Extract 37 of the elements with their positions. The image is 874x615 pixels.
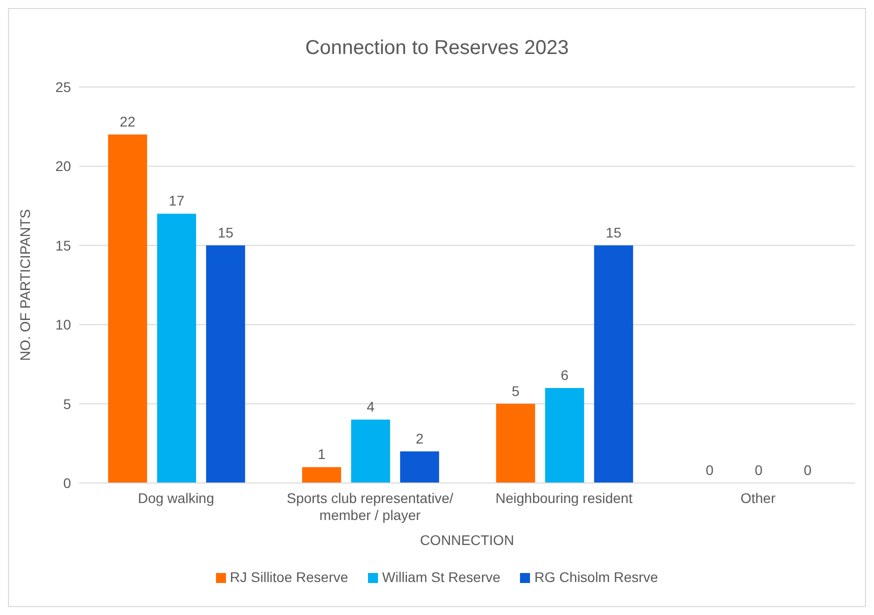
legend-label: RJ Sillitoe Reserve — [230, 569, 348, 585]
x-tick-label: Neighbouring resident — [496, 490, 633, 506]
data-label: 15 — [606, 224, 622, 240]
data-label: 2 — [416, 430, 424, 446]
x-tick-label: Sports club representative/ member / player — [286, 490, 454, 523]
bar — [206, 245, 246, 483]
data-label: 0 — [804, 462, 812, 478]
bar — [545, 388, 584, 483]
y-tick-label: 5 — [63, 396, 72, 412]
data-label: 0 — [754, 462, 763, 478]
x-axis-title: CONNECTION — [420, 532, 514, 548]
data-label: 15 — [218, 224, 234, 240]
y-axis-title: NO. OF PARTICIPANTS — [16, 209, 33, 361]
y-tick-label: 20 — [55, 158, 72, 174]
chart-title: Connection to Reserves 2023 — [304, 37, 570, 61]
data-label: 22 — [120, 114, 136, 130]
x-tick-label: Dog walking — [138, 490, 214, 506]
y-tick-label: 25 — [55, 78, 72, 95]
bar — [400, 451, 440, 483]
bar — [496, 404, 536, 483]
legend-label: William St Reserve — [382, 569, 500, 585]
y-tick-label: 15 — [55, 237, 72, 254]
data-label: 0 — [706, 462, 714, 478]
bar — [594, 245, 634, 483]
y-tick-label: 10 — [55, 316, 72, 333]
y-tick-label: 0 — [63, 474, 72, 491]
data-label: 17 — [168, 192, 185, 209]
legend-label: RG Chisolm Resrve — [534, 569, 658, 585]
data-label: 4 — [366, 398, 375, 415]
data-label: 5 — [512, 382, 520, 399]
data-label: 1 — [318, 446, 326, 462]
bar — [108, 134, 148, 483]
data-label: 6 — [560, 366, 569, 383]
x-tick-label: Other — [740, 490, 776, 506]
bar — [157, 214, 196, 483]
bar — [302, 467, 342, 483]
bar — [351, 420, 390, 483]
